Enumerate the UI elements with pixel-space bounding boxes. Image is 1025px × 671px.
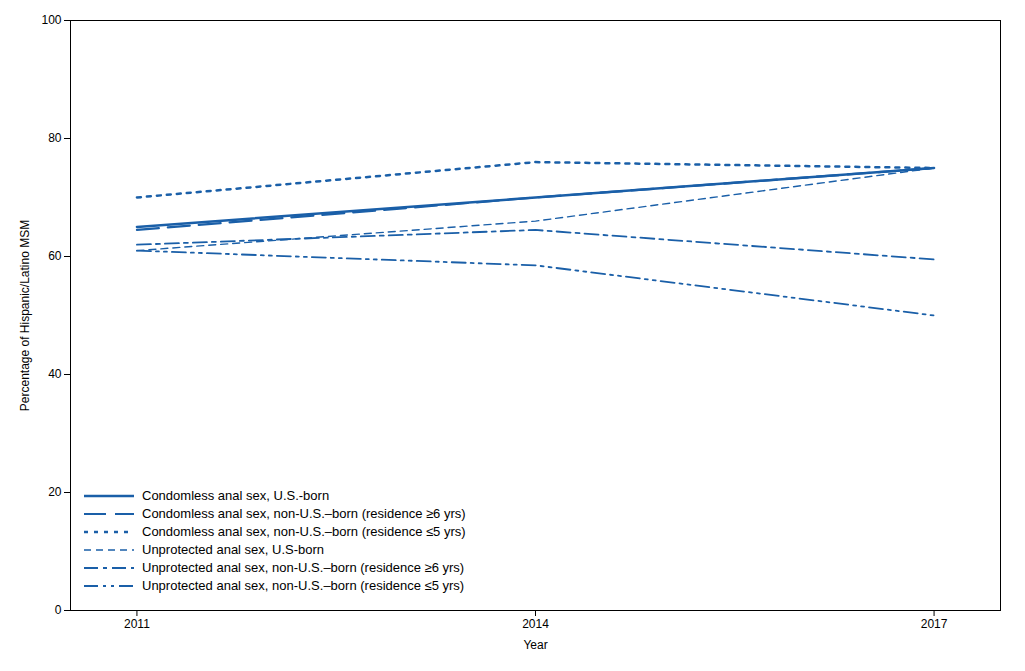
svg-text:0: 0 — [55, 603, 62, 617]
html-text:Unprotected anal sex, non-U.S.: Unprotected anal sex, non-U.S.–born (res… — [142, 560, 465, 575]
svg-text:60: 60 — [48, 249, 62, 263]
svg-text:20: 20 — [48, 485, 62, 499]
html-text:Unprotected anal sex, U.S-born: Unprotected anal sex, U.S-born — [142, 542, 325, 557]
html-text:Unprotected anal sex, non-U.S.: Unprotected anal sex, non-U.S.–born (res… — [142, 578, 465, 593]
svg-text:2014: 2014 — [522, 617, 549, 631]
html-text:Condomless anal sex, non-U.S.–: Condomless anal sex, non-U.S.–born (resi… — [142, 506, 466, 521]
svg-text:2011: 2011 — [124, 617, 150, 631]
svg-text:Year: Year — [523, 638, 547, 652]
svg-text:100: 100 — [41, 13, 61, 27]
svg-text:80: 80 — [48, 131, 62, 145]
svg-text:2017: 2017 — [921, 617, 948, 631]
html-text:Condomless anal sex, non-U.S.–: Condomless anal sex, non-U.S.–born (resi… — [142, 524, 466, 539]
svg-text:Percentage of Hispanic/Latino: Percentage of Hispanic/Latino MSM — [18, 220, 32, 411]
svg-text:40: 40 — [48, 367, 62, 381]
html-text:Condomless anal sex, U.S.-born: Condomless anal sex, U.S.-born — [142, 488, 330, 503]
